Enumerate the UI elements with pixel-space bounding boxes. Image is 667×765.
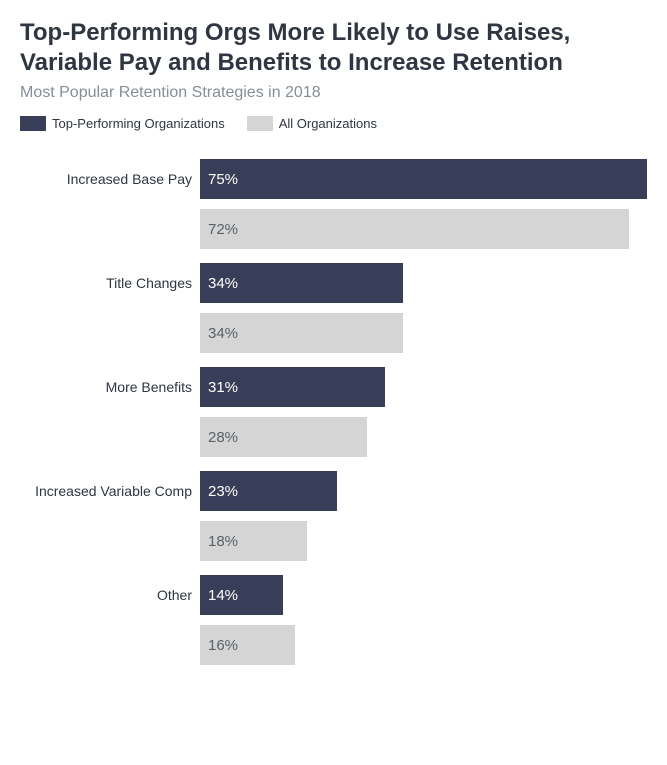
bar-area: 16%	[200, 625, 647, 665]
category-label: More Benefits	[20, 379, 200, 395]
legend-label: Top-Performing Organizations	[52, 116, 225, 131]
bar-area: 72%	[200, 209, 647, 249]
bar-group: Other 14% 16%	[20, 575, 647, 665]
bar-row: Other 14%	[20, 575, 647, 615]
bar: 18%	[200, 521, 307, 561]
bar: 16%	[200, 625, 295, 665]
bar-area: 28%	[200, 417, 647, 457]
bar-row: Increased Variable Comp 23%	[20, 471, 647, 511]
bar: 72%	[200, 209, 629, 249]
bar-value-label: 28%	[208, 429, 238, 446]
bar: 31%	[200, 367, 385, 407]
bar-group: Title Changes 34% 34%	[20, 263, 647, 353]
bar-value-label: 31%	[208, 379, 238, 396]
bar-value-label: 23%	[208, 483, 238, 500]
chart-subtitle: Most Popular Retention Strategies in 201…	[20, 84, 647, 102]
bar-area: 31%	[200, 367, 647, 407]
bar: 34%	[200, 263, 403, 303]
bar-row: 28%	[20, 417, 647, 457]
bar: 23%	[200, 471, 337, 511]
bar-row: Title Changes 34%	[20, 263, 647, 303]
bar-group: More Benefits 31% 28%	[20, 367, 647, 457]
bar-area: 18%	[200, 521, 647, 561]
legend-item: All Organizations	[247, 116, 377, 131]
bar: 14%	[200, 575, 283, 615]
bar-row: 72%	[20, 209, 647, 249]
bar-area: 23%	[200, 471, 647, 511]
category-label: Title Changes	[20, 275, 200, 291]
bar-row: 16%	[20, 625, 647, 665]
bar-value-label: 72%	[208, 221, 238, 238]
legend-swatch	[20, 116, 46, 131]
bar-group: Increased Variable Comp 23% 18%	[20, 471, 647, 561]
bar-row: Increased Base Pay 75%	[20, 159, 647, 199]
bar-value-label: 75%	[208, 171, 238, 188]
bar-row: 18%	[20, 521, 647, 561]
legend-label: All Organizations	[279, 116, 377, 131]
bar-area: 34%	[200, 313, 647, 353]
bar: 28%	[200, 417, 367, 457]
bar-value-label: 16%	[208, 637, 238, 654]
bar-chart: Increased Base Pay 75% 72% Title Changes 34%…	[20, 159, 647, 665]
category-label: Other	[20, 587, 200, 603]
legend-swatch	[247, 116, 273, 131]
chart-title: Top-Performing Orgs More Likely to Use R…	[20, 18, 647, 78]
bar: 75%	[200, 159, 647, 199]
bar-group: Increased Base Pay 75% 72%	[20, 159, 647, 249]
bar-value-label: 14%	[208, 587, 238, 604]
legend: Top-Performing Organizations All Organiz…	[20, 116, 647, 131]
bar-area: 14%	[200, 575, 647, 615]
legend-item: Top-Performing Organizations	[20, 116, 225, 131]
bar-area: 34%	[200, 263, 647, 303]
bar: 34%	[200, 313, 403, 353]
category-label: Increased Base Pay	[20, 171, 200, 187]
bar-value-label: 34%	[208, 275, 238, 292]
bar-area: 75%	[200, 159, 647, 199]
bar-value-label: 34%	[208, 325, 238, 342]
bar-value-label: 18%	[208, 533, 238, 550]
category-label: Increased Variable Comp	[20, 483, 200, 499]
bar-row: 34%	[20, 313, 647, 353]
bar-row: More Benefits 31%	[20, 367, 647, 407]
